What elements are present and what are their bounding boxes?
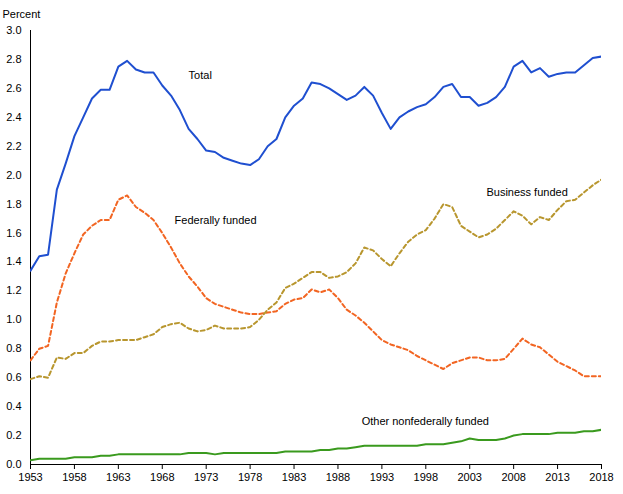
svg-text:0.4: 0.4: [6, 400, 21, 412]
svg-text:0.0: 0.0: [6, 458, 21, 470]
svg-text:2.0: 2.0: [6, 169, 21, 181]
svg-text:Other nonfederally funded: Other nonfederally funded: [362, 415, 489, 427]
svg-text:Percent: Percent: [3, 8, 41, 20]
svg-text:Total: Total: [189, 69, 212, 81]
svg-text:1978: 1978: [238, 471, 262, 483]
svg-text:1998: 1998: [414, 471, 438, 483]
svg-text:1.4: 1.4: [6, 255, 21, 267]
svg-text:1953: 1953: [18, 471, 42, 483]
svg-text:2.4: 2.4: [6, 111, 21, 123]
svg-text:1.6: 1.6: [6, 227, 21, 239]
svg-text:1.8: 1.8: [6, 198, 21, 210]
svg-text:1993: 1993: [370, 471, 394, 483]
svg-text:1958: 1958: [62, 471, 86, 483]
svg-text:0.6: 0.6: [6, 371, 21, 383]
svg-text:2008: 2008: [501, 471, 525, 483]
svg-text:1983: 1983: [282, 471, 306, 483]
svg-text:1988: 1988: [326, 471, 350, 483]
svg-text:1973: 1973: [194, 471, 218, 483]
svg-text:Business funded: Business funded: [486, 186, 567, 198]
svg-text:1.0: 1.0: [6, 313, 21, 325]
svg-text:2003: 2003: [457, 471, 481, 483]
svg-text:2.6: 2.6: [6, 82, 21, 94]
svg-text:1963: 1963: [106, 471, 130, 483]
svg-text:0.8: 0.8: [6, 342, 21, 354]
svg-text:1968: 1968: [150, 471, 174, 483]
svg-text:Federally funded: Federally funded: [175, 214, 257, 226]
svg-text:0.2: 0.2: [6, 429, 21, 441]
svg-text:2018: 2018: [589, 471, 613, 483]
svg-text:2.8: 2.8: [6, 53, 21, 65]
svg-text:1.2: 1.2: [6, 284, 21, 296]
svg-text:2.2: 2.2: [6, 140, 21, 152]
svg-text:2013: 2013: [545, 471, 569, 483]
svg-text:3.0: 3.0: [6, 24, 21, 36]
